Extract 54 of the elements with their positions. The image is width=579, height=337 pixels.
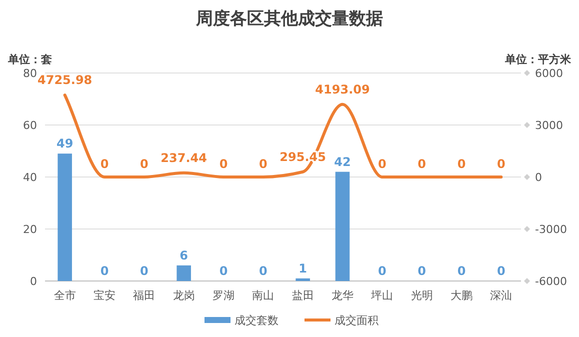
data-label: 6: [180, 248, 188, 262]
data-label: 4725.98: [38, 73, 92, 88]
data-label: 0: [140, 264, 148, 278]
data-label: 237.44: [160, 150, 207, 165]
y2-tick-label: 6000: [535, 67, 563, 80]
legend-label: 成交面积: [334, 314, 378, 327]
data-label: 0: [219, 264, 228, 278]
data-label: 1: [298, 261, 308, 276]
x-tick-label: 大鹏: [450, 289, 472, 302]
x-tick-label: 福田: [133, 289, 156, 302]
y2-tick-label: -3000: [535, 223, 567, 236]
data-label: 4193.09: [315, 82, 370, 96]
data-label: 0: [457, 264, 466, 278]
data-label: 0: [378, 264, 386, 278]
legend-label: 成交套数: [234, 314, 278, 327]
y2-tick-label: 3000: [535, 119, 563, 132]
y-tick-label: 40: [23, 171, 37, 184]
y2-axis-title: 单位：平方米: [504, 53, 572, 66]
data-label: 0: [100, 157, 109, 171]
data-label: 0: [100, 264, 109, 278]
x-tick-label: 光明: [410, 289, 433, 302]
chart-title: 周度各区其他成交量数据: [195, 9, 383, 29]
bar: [335, 172, 350, 281]
y-tick-label: 80: [23, 67, 37, 80]
data-label: 0: [496, 157, 506, 171]
x-tick-label: 龙岗: [172, 289, 195, 302]
y-tick-label: 60: [23, 119, 37, 132]
data-label: 0: [378, 157, 386, 171]
y2-tick-label: -6000: [535, 275, 567, 288]
data-label: 49: [56, 136, 74, 151]
data-label: 0: [457, 157, 466, 171]
data-label: 0: [258, 264, 268, 278]
x-tick-label: 罗湖: [212, 289, 234, 302]
y-axis-title: 单位：套: [7, 53, 52, 66]
bar: [58, 154, 72, 281]
data-label: 0: [418, 264, 426, 278]
x-tick-label: 盐田: [292, 289, 314, 302]
x-tick-label: 宝安: [94, 289, 116, 302]
y2-tick-label: 0: [535, 171, 542, 184]
x-tick-label: 全市: [54, 289, 76, 302]
data-label: 0: [496, 264, 506, 278]
bar: [176, 265, 191, 281]
data-label: 0: [140, 157, 148, 171]
bar: [296, 278, 310, 281]
x-tick-label: 龙华: [332, 289, 354, 302]
data-label: 42: [334, 154, 351, 169]
x-tick-label: 深汕: [490, 289, 512, 302]
x-tick-label: 坪山: [370, 289, 394, 302]
data-label: 0: [219, 157, 228, 171]
data-label: 0: [258, 157, 268, 171]
x-tick-label: 南山: [252, 289, 274, 302]
y-tick-label: 0: [30, 275, 37, 288]
y-tick-label: 20: [23, 223, 37, 236]
data-label: 0: [418, 157, 426, 171]
